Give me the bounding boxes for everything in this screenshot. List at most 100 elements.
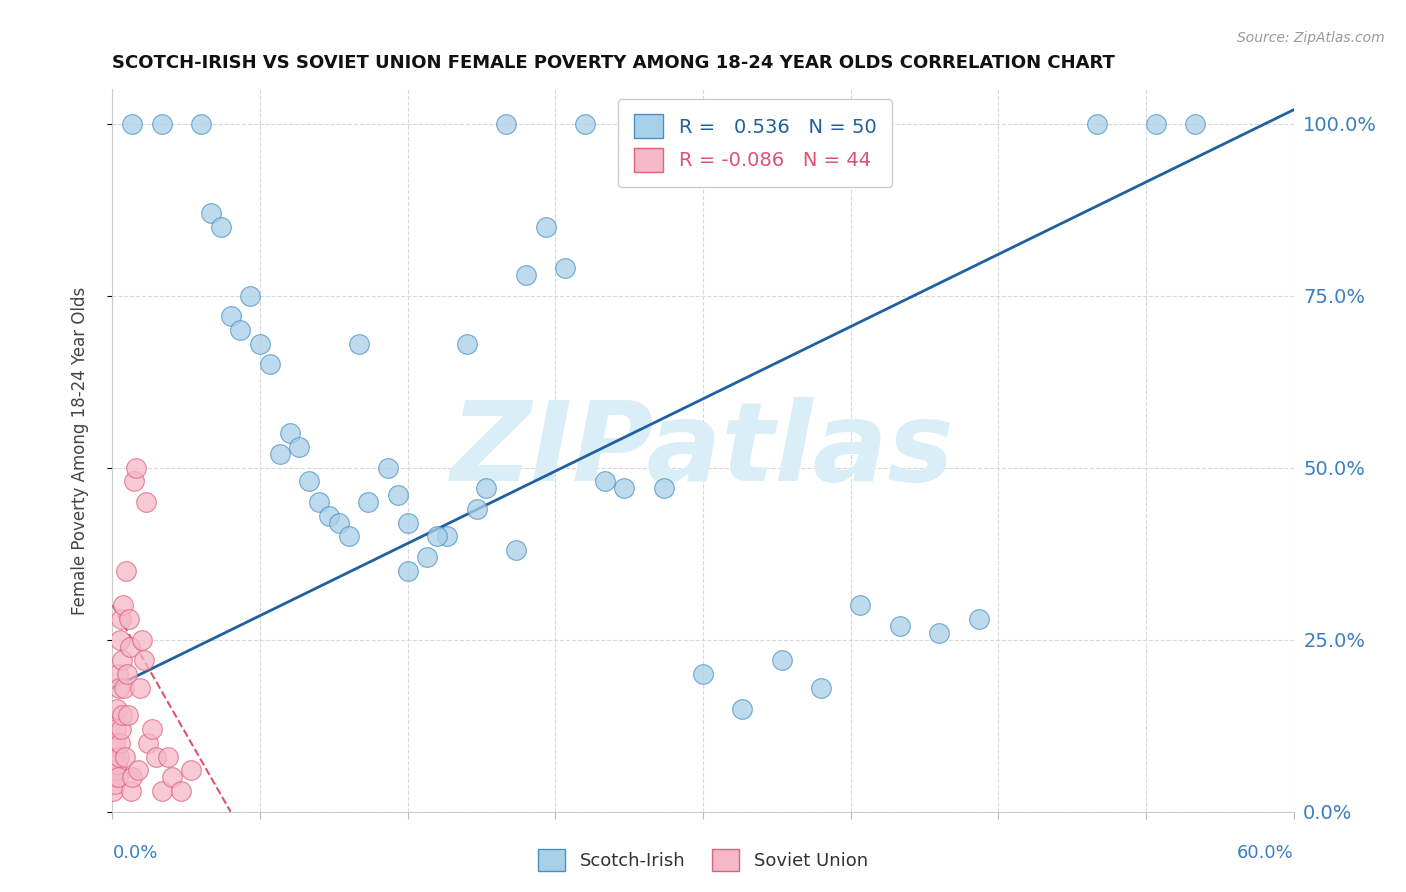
Point [278, 426, 301, 441]
Point [110, 736, 132, 750]
Point [107, 749, 129, 764]
Point [136, 736, 159, 750]
Point [328, 516, 350, 530]
Point [107, 701, 129, 715]
Point [269, 447, 291, 461]
Point [110, 722, 132, 736]
Point [129, 681, 152, 695]
Point [456, 336, 478, 351]
Text: ZIPatlas: ZIPatlas [451, 397, 955, 504]
Point [889, 619, 911, 633]
Point [104, 777, 127, 791]
Point [160, 770, 183, 784]
Point [103, 749, 125, 764]
Point [731, 701, 754, 715]
Point [131, 632, 153, 647]
Point [110, 612, 132, 626]
Point [436, 529, 458, 543]
Point [554, 261, 576, 276]
Point [849, 599, 872, 613]
Point [170, 784, 193, 798]
Point [928, 625, 950, 640]
Point [387, 488, 409, 502]
Y-axis label: Female Poverty Among 18-24 Year Olds: Female Poverty Among 18-24 Year Olds [70, 286, 89, 615]
Point [105, 722, 128, 736]
Point [318, 508, 340, 523]
Point [416, 550, 439, 565]
Point [108, 632, 131, 647]
Point [105, 756, 128, 771]
Point [127, 764, 149, 778]
Point [150, 117, 173, 131]
Point [180, 764, 202, 778]
Point [105, 764, 128, 778]
Point [135, 495, 157, 509]
Point [475, 481, 498, 495]
Point [125, 460, 148, 475]
Point [121, 770, 143, 784]
Point [515, 268, 537, 282]
Point [593, 475, 616, 489]
Point [613, 481, 636, 495]
Point [534, 219, 557, 234]
Point [121, 117, 143, 131]
Text: 0.0%: 0.0% [112, 844, 157, 863]
Point [120, 640, 142, 654]
Text: 60.0%: 60.0% [1237, 844, 1294, 863]
Point [1085, 117, 1108, 131]
Point [104, 736, 127, 750]
Point [495, 117, 517, 131]
Point [396, 564, 419, 578]
Point [426, 529, 449, 543]
Text: SCOTCH-IRISH VS SOVIET UNION FEMALE POVERTY AMONG 18-24 YEAR OLDS CORRELATION CH: SCOTCH-IRISH VS SOVIET UNION FEMALE POVE… [112, 54, 1115, 72]
Point [337, 529, 360, 543]
Point [103, 784, 125, 798]
Point [505, 543, 527, 558]
Point [156, 749, 179, 764]
Legend: Scotch-Irish, Soviet Union: Scotch-Irish, Soviet Union [531, 842, 875, 879]
Point [652, 481, 675, 495]
Point [347, 336, 370, 351]
Point [112, 681, 135, 695]
Point [108, 681, 131, 695]
Point [150, 784, 173, 798]
Point [122, 475, 145, 489]
Point [574, 117, 596, 131]
Point [967, 612, 990, 626]
Legend: R =   0.536   N = 50, R = -0.086   N = 44: R = 0.536 N = 50, R = -0.086 N = 44 [619, 99, 891, 187]
Point [810, 681, 832, 695]
Point [112, 599, 135, 613]
Point [107, 770, 129, 784]
Point [1184, 117, 1206, 131]
Point [141, 722, 163, 736]
Point [209, 219, 232, 234]
Point [190, 117, 212, 131]
Point [117, 708, 139, 723]
Point [377, 460, 399, 475]
Point [396, 516, 419, 530]
Point [103, 770, 125, 784]
Point [115, 667, 138, 681]
Point [308, 495, 330, 509]
Point [219, 310, 242, 324]
Point [118, 612, 141, 626]
Point [145, 749, 167, 764]
Point [770, 653, 793, 667]
Point [107, 667, 129, 681]
Point [288, 440, 311, 454]
Point [239, 288, 262, 302]
Point [692, 667, 714, 681]
Point [1144, 117, 1167, 131]
Point [120, 784, 142, 798]
Point [115, 564, 138, 578]
Point [298, 475, 321, 489]
Point [229, 323, 252, 337]
Point [465, 502, 488, 516]
Point [357, 495, 380, 509]
Point [111, 653, 134, 667]
Point [114, 749, 136, 764]
Point [259, 358, 281, 372]
Point [200, 206, 222, 220]
Point [132, 653, 155, 667]
Point [111, 708, 134, 723]
